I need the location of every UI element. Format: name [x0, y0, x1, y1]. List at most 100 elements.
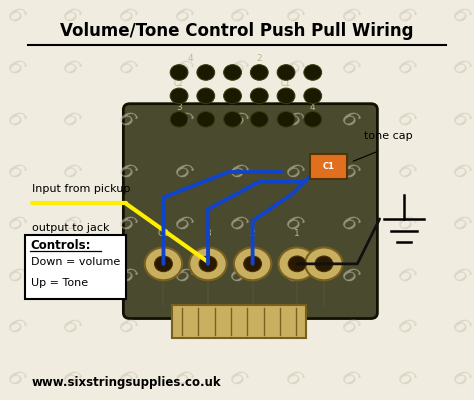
Text: Controls:: Controls:: [31, 239, 91, 252]
Text: 6: 6: [280, 262, 305, 288]
Text: 6: 6: [447, 55, 473, 80]
Text: 6: 6: [1, 314, 27, 340]
Text: 6: 6: [113, 3, 138, 28]
Text: 6: 6: [113, 211, 138, 236]
Text: 6: 6: [392, 3, 417, 28]
Text: output to jack: output to jack: [32, 223, 109, 233]
Circle shape: [224, 112, 241, 127]
Text: 6: 6: [1, 55, 27, 80]
Circle shape: [250, 65, 268, 80]
Text: 6: 6: [447, 159, 473, 184]
Text: 6: 6: [113, 107, 138, 132]
Text: 6: 6: [113, 159, 138, 184]
Text: tone cap: tone cap: [364, 131, 413, 141]
Text: 4: 4: [310, 102, 316, 112]
Circle shape: [250, 88, 268, 104]
Text: 6: 6: [447, 107, 473, 132]
Circle shape: [304, 88, 322, 104]
Text: 6: 6: [447, 314, 473, 340]
Circle shape: [189, 248, 227, 280]
Text: C2: C2: [157, 229, 169, 238]
Text: 6: 6: [336, 159, 361, 184]
FancyBboxPatch shape: [123, 104, 377, 318]
Text: 6: 6: [113, 262, 138, 288]
Text: 6: 6: [169, 366, 194, 392]
Text: 6: 6: [169, 107, 194, 132]
Text: 6: 6: [336, 55, 361, 80]
Text: 6: 6: [169, 55, 194, 80]
Circle shape: [224, 88, 241, 104]
Text: 6: 6: [224, 3, 250, 28]
Circle shape: [277, 112, 295, 127]
Circle shape: [305, 248, 343, 280]
Circle shape: [277, 88, 295, 104]
Text: 6: 6: [447, 262, 473, 288]
Text: 6: 6: [280, 366, 305, 392]
Text: 6: 6: [447, 211, 473, 236]
Text: 6: 6: [1, 3, 27, 28]
Text: 6: 6: [392, 211, 417, 236]
Text: 6: 6: [224, 107, 250, 132]
Text: 6: 6: [1, 159, 27, 184]
Text: 2: 2: [256, 54, 262, 63]
Text: Up = Tone: Up = Tone: [31, 278, 88, 288]
Text: 6: 6: [57, 55, 82, 80]
Text: 3: 3: [205, 229, 211, 238]
Text: 1: 1: [294, 229, 300, 238]
Bar: [310, 154, 347, 179]
Circle shape: [278, 248, 316, 280]
Text: 6: 6: [392, 107, 417, 132]
Text: 6: 6: [392, 314, 417, 340]
Text: 6: 6: [224, 262, 250, 288]
Text: 6: 6: [447, 366, 473, 392]
Circle shape: [304, 65, 322, 80]
Text: C1: C1: [281, 79, 291, 88]
Text: 6: 6: [447, 3, 473, 28]
Circle shape: [224, 65, 241, 80]
Text: 6: 6: [392, 55, 417, 80]
Text: 6: 6: [392, 159, 417, 184]
Text: 4: 4: [187, 54, 193, 63]
Text: 6: 6: [224, 314, 250, 340]
Text: 6: 6: [57, 262, 82, 288]
Text: 6: 6: [1, 107, 27, 132]
Text: 6: 6: [280, 211, 305, 236]
Text: 6: 6: [113, 55, 138, 80]
Text: 6: 6: [57, 3, 82, 28]
Circle shape: [199, 256, 217, 272]
Circle shape: [250, 112, 268, 127]
Text: 6: 6: [113, 366, 138, 392]
Text: 6: 6: [169, 211, 194, 236]
Text: 6: 6: [57, 366, 82, 392]
Circle shape: [315, 256, 333, 272]
Circle shape: [155, 256, 173, 272]
Circle shape: [197, 65, 215, 80]
Text: 6: 6: [336, 107, 361, 132]
Circle shape: [197, 112, 215, 127]
Text: 6: 6: [280, 55, 305, 80]
Text: 6: 6: [57, 159, 82, 184]
Text: www.sixstringsupplies.co.uk: www.sixstringsupplies.co.uk: [32, 376, 222, 389]
Text: 6: 6: [280, 314, 305, 340]
Text: 6: 6: [1, 262, 27, 288]
Text: C2: C2: [174, 79, 184, 88]
Circle shape: [234, 248, 271, 280]
Circle shape: [170, 65, 188, 80]
Circle shape: [288, 256, 306, 272]
Text: 6: 6: [280, 159, 305, 184]
Text: C1: C1: [322, 162, 334, 171]
Text: 6: 6: [57, 314, 82, 340]
Text: 6: 6: [336, 366, 361, 392]
Text: 6: 6: [336, 314, 361, 340]
Text: 6: 6: [280, 107, 305, 132]
Text: 2: 2: [250, 229, 255, 238]
Text: 6: 6: [392, 366, 417, 392]
Text: 6: 6: [280, 3, 305, 28]
Text: 6: 6: [169, 314, 194, 340]
Text: 6: 6: [57, 211, 82, 236]
Circle shape: [277, 65, 295, 80]
Text: 6: 6: [169, 262, 194, 288]
Text: Volume/Tone Control Push Pull Wiring: Volume/Tone Control Push Pull Wiring: [60, 22, 414, 40]
Text: 6: 6: [336, 262, 361, 288]
Text: 6: 6: [113, 314, 138, 340]
